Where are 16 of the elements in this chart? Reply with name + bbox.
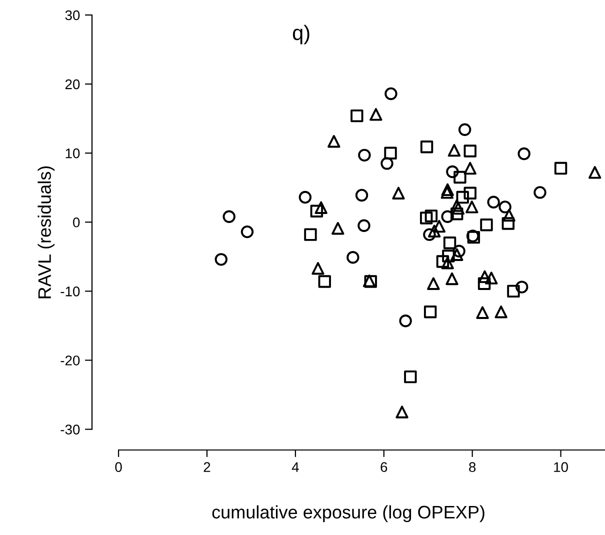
y-tick-label: 20	[65, 79, 80, 90]
y-axis-title: RAVL (residuals)	[38, 166, 55, 298]
x-tick-label: 0	[115, 462, 122, 472]
y-tick-label: 10	[66, 148, 80, 158]
y-tick-label: -10	[60, 286, 80, 296]
y-tick-label: -20	[60, 356, 80, 366]
x-tick-label: 2	[204, 462, 210, 472]
x-tick-label: 10	[554, 462, 568, 472]
x-tick-label: 6	[380, 462, 388, 472]
chart-title: q)	[292, 24, 310, 44]
x-tick-label: 4	[292, 462, 299, 472]
y-tick-label: 0	[73, 217, 80, 228]
y-tick-label: 30	[65, 10, 80, 20]
y-tick-label: -30	[60, 424, 80, 434]
x-axis-title: cumulative exposure (log OPEXP)	[212, 505, 484, 522]
x-tick-label: 8	[469, 462, 476, 472]
